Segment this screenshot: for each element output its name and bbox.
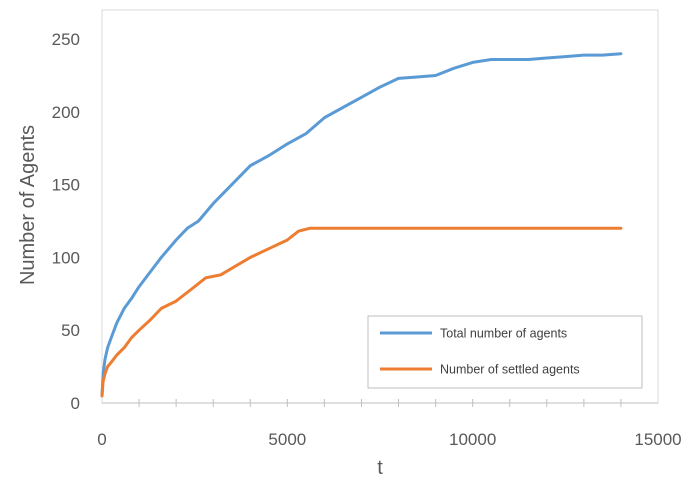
x-tick-label: 15000 xyxy=(634,430,681,449)
y-tick-label: 250 xyxy=(52,30,80,49)
y-axis-title: Number of Agents xyxy=(17,125,39,285)
series-line-settled-agents xyxy=(100,226,623,398)
tick-marks xyxy=(138,399,622,407)
series-lines xyxy=(100,52,623,398)
legend-label-total: Total number of agents xyxy=(440,327,567,341)
x-tick-label: 0 xyxy=(97,430,106,449)
x-tick-labels: 0 5000 10000 15000 xyxy=(97,430,681,449)
x-tick-label: 10000 xyxy=(449,430,496,449)
y-tick-labels: 0 50 100 150 200 250 xyxy=(52,30,80,413)
series-line-total-agents xyxy=(100,52,623,398)
y-tick-label: 0 xyxy=(71,394,80,413)
legend-box xyxy=(367,315,643,389)
x-tick-label: 5000 xyxy=(268,430,306,449)
y-tick-label: 100 xyxy=(52,248,80,267)
y-tick-label: 200 xyxy=(52,103,80,122)
y-tick-label: 150 xyxy=(52,176,80,195)
y-tick-label: 50 xyxy=(61,321,80,340)
legend: Total number of agents Number of settled… xyxy=(367,315,643,389)
legend-label-settled: Number of settled agents xyxy=(440,363,580,377)
x-axis-title: t xyxy=(377,457,383,479)
